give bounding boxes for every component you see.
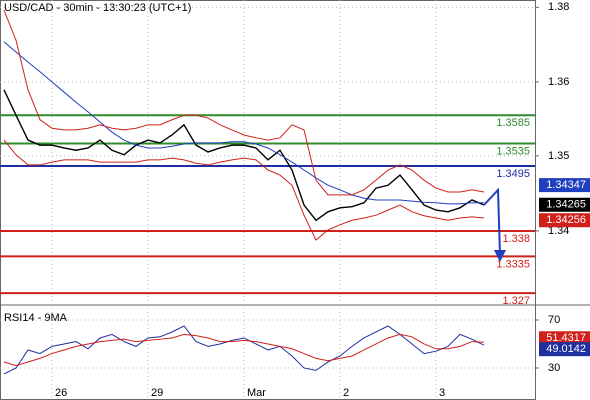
plot-frame: [0, 0, 536, 400]
price-tag-label: 1.34265: [546, 199, 586, 211]
price-tag: [539, 213, 590, 228]
price-tag-label: 1.34347: [546, 179, 586, 191]
series-line: [3, 89, 485, 222]
y-tick-label: 1.34: [548, 225, 569, 237]
value-tag-label: 49.0142: [546, 343, 586, 355]
price-tag: [539, 197, 590, 212]
series-line: [3, 333, 485, 367]
y-tick-label: 1.36: [548, 76, 569, 88]
y-tick-label: 70: [548, 314, 560, 326]
price-tag-label: 1.34256: [546, 214, 586, 226]
x-tick-label: Mar: [247, 387, 266, 399]
y-tick-label: 30: [548, 362, 560, 374]
level-label: 1.3585: [496, 117, 530, 129]
level-label: 1.327: [502, 295, 530, 307]
level-label: 1.338: [502, 233, 530, 245]
x-tick-label: 2: [343, 387, 349, 399]
arrow-head: [494, 250, 506, 262]
rsi-title: RSI14 - 9MA: [4, 312, 68, 324]
x-tick-label: 26: [55, 387, 67, 399]
level-label: 1.3535: [496, 145, 530, 157]
y-tick-label: 1.38: [548, 1, 569, 13]
series-line: [3, 41, 484, 205]
value-tag: [539, 342, 590, 357]
value-tag-label: 51.4317: [546, 332, 586, 344]
forecast-arrow: [483, 187, 501, 256]
series-line: [3, 325, 485, 375]
series-line: [3, 9, 485, 196]
x-tick-label: 3: [439, 387, 445, 399]
level-label: 1.3495: [496, 168, 530, 180]
value-tag: [539, 331, 590, 346]
series-line: [3, 139, 485, 241]
level-label: 1.3335: [496, 258, 530, 270]
price-tag: [539, 178, 590, 193]
chart-title: USD/CAD - 30min - 13:30:23 (UTC+1): [4, 2, 191, 14]
x-tick-label: 29: [151, 387, 163, 399]
y-tick-label: 1.35: [548, 150, 569, 162]
